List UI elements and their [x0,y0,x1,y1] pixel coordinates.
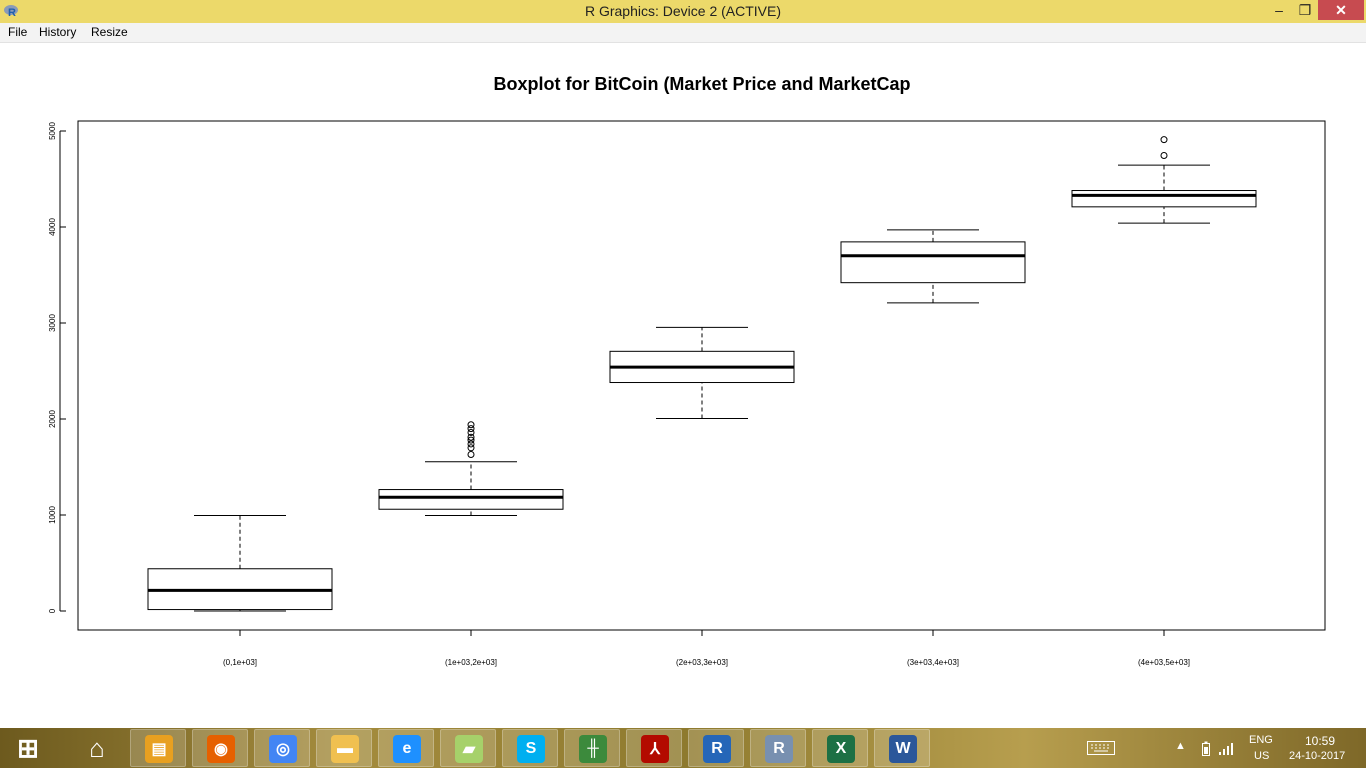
outlier-point [1160,151,1168,159]
folder-icon: ▬ [331,735,359,763]
x-tick-label: (0,1e+03] [223,658,257,667]
home-icon: ⌂ [89,732,105,763]
r-studio-icon: R [765,735,793,763]
x-axis: (0,1e+03] (1e+03,2e+03] (2e+03,3e+03] (3e+0… [223,630,1190,667]
outlier-point [467,421,475,429]
minimize-button[interactable]: – [1275,2,1283,18]
taskbar-excel[interactable]: X [812,729,868,767]
outlier-point [467,425,475,433]
y-axis: 0 1000 2000 3000 4000 5000 [48,122,66,613]
chart-app-icon: ╫ [579,735,607,763]
taskbar-firefox[interactable]: ◉ [192,729,248,767]
word-icon: W [889,735,917,763]
outlier-point [467,428,475,436]
plot-frame [77,120,1326,631]
firefox-icon: ◉ [207,735,235,763]
y-tick-label: 5000 [48,122,57,140]
clock-date[interactable]: 24-10-2017 [1289,750,1346,762]
outlier-point [467,436,475,444]
tray-chevron-icon[interactable]: ▲ [1175,740,1186,752]
notes-icon: ▤ [145,735,173,763]
box-group [147,136,1257,612]
svg-text:R: R [8,7,16,19]
box-iqr [1071,190,1257,208]
taskbar-acrobat[interactable]: ⅄ [626,729,682,767]
signal-icon[interactable] [1218,740,1234,756]
acrobat-icon: ⅄ [641,735,669,763]
outlier-point [1160,136,1168,144]
y-tick-label: 4000 [48,218,57,236]
taskbar-explorer[interactable]: ▬ [316,729,372,767]
title-bar: R R Graphics: Device 2 (ACTIVE) – ❐ ✕ [0,0,1366,23]
y-tick-label: 1000 [48,506,57,524]
plot-area: Boxplot for BitCoin (Market Price and Ma… [0,43,1366,728]
language-indicator[interactable]: ENG [1249,734,1273,746]
clock-time[interactable]: 10:59 [1305,734,1336,748]
menu-resize[interactable]: Resize [91,25,128,39]
taskbar: ⊞ ⌂ ▤ ◉ ◎ ▬ e ▰ S ╫ ⅄ R R X W ▲ ENG US 10:59 24-10-201… [0,728,1366,768]
window-title: R Graphics: Device 2 (ACTIVE) [584,3,782,19]
box-1 [147,514,333,612]
taskbar-chart-app[interactable]: ╫ [564,729,620,767]
y-tick-label: 0 [48,608,57,613]
taskbar-skype[interactable]: S [502,729,558,767]
close-button[interactable]: ✕ [1318,0,1364,20]
box-iqr [378,489,564,510]
box-3 [609,326,795,420]
battery-icon[interactable] [1201,741,1211,757]
menu-history[interactable]: History [39,25,77,39]
r-app-icon: R [4,5,18,19]
excel-icon: X [827,735,855,763]
taskbar-notes[interactable]: ▤ [130,729,186,767]
taskbar-r-studio[interactable]: R [750,729,806,767]
outlier-point [467,444,475,452]
box-4 [840,229,1026,304]
outlier-point [467,451,475,459]
x-tick-label: (3e+03,4e+03] [907,658,959,667]
boxplot-chart: Boxplot for BitCoin (Market Price and Ma… [48,74,1326,667]
x-tick-label: (2e+03,3e+03] [676,658,728,667]
box-5 [1071,136,1257,224]
r-icon: R [703,735,731,763]
taskbar-sticky[interactable]: ▰ [440,729,496,767]
chart-title: Boxplot for BitCoin (Market Price and Ma… [493,74,910,94]
ie-icon: e [393,735,421,763]
menu-file[interactable]: File [8,25,28,39]
sticky-icon: ▰ [455,735,483,763]
taskbar-home[interactable]: ⌂ [69,729,125,767]
taskbar-ie[interactable]: e [378,729,434,767]
windows-icon: ⊞ [17,732,39,763]
outlier-point [467,440,475,448]
chrome-icon: ◎ [269,735,297,763]
box-iqr [840,241,1026,284]
taskbar-start[interactable]: ⊞ [0,729,56,767]
box-2 [378,421,564,516]
menu-bar: File History Resize [0,23,1366,43]
x-tick-label: (1e+03,2e+03] [445,658,497,667]
region-indicator[interactable]: US [1254,750,1270,762]
taskbar-word[interactable]: W [874,729,930,767]
y-tick-label: 2000 [48,410,57,428]
keyboard-icon[interactable] [1087,741,1115,755]
y-tick-label: 3000 [48,314,57,332]
x-tick-label: (4e+03,5e+03] [1138,658,1190,667]
restore-button[interactable]: ❐ [1298,2,1312,18]
skype-icon: S [517,735,545,763]
outlier-point [467,433,475,441]
taskbar-r-gui[interactable]: R [688,729,744,767]
taskbar-chrome[interactable]: ◎ [254,729,310,767]
